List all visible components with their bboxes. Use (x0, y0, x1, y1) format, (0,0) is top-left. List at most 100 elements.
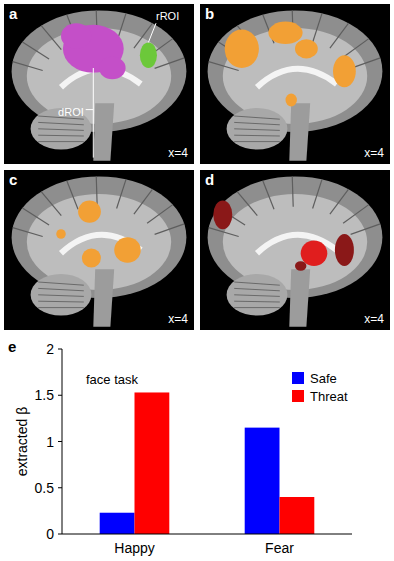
activation (56, 229, 66, 239)
panel-background (200, 170, 390, 330)
y-tick (58, 487, 62, 488)
folia (38, 288, 84, 290)
bar (245, 428, 280, 534)
sulcus (41, 192, 61, 216)
brainstem (93, 269, 114, 327)
roi-label: dROI (58, 106, 84, 118)
cerebellum (31, 274, 92, 316)
slice-label: x=4 (364, 146, 384, 160)
activation (301, 240, 328, 266)
sulcus (263, 181, 274, 210)
slice-label: x=4 (168, 146, 188, 160)
brainstem (93, 103, 114, 161)
folia (234, 135, 280, 137)
activation (225, 30, 259, 68)
activation (295, 261, 306, 271)
legend-label: Threat (310, 389, 348, 404)
sulcus (330, 23, 349, 48)
corpus-callosum (257, 69, 337, 87)
activation (99, 57, 126, 79)
y-tick-label: 1 (46, 434, 54, 450)
folia (38, 129, 84, 131)
sulcus (67, 181, 78, 210)
sulcus (22, 208, 49, 225)
sulcus (313, 13, 322, 42)
panel-label: c (9, 171, 17, 188)
panel-label: a (9, 5, 18, 22)
folia (38, 122, 84, 124)
bars (100, 392, 315, 534)
figure: a x=4 rROI dROI bx=4 c x=4 d x=4 e 0 0.5 1 1.5 2 Happy F… (0, 0, 394, 561)
sulcus (292, 176, 294, 206)
slice-label: x=4 (168, 312, 188, 326)
activation (61, 23, 91, 49)
y-tick (58, 534, 62, 535)
sulcus (313, 179, 322, 208)
sulcus (96, 176, 98, 206)
folia (234, 301, 280, 303)
brainstem (289, 103, 310, 161)
legend-swatch (292, 372, 304, 384)
sulcus (237, 192, 257, 216)
slice-label: x=4 (364, 312, 384, 326)
activation (333, 55, 356, 87)
sulcus (41, 26, 61, 50)
folia (234, 288, 280, 290)
activation (268, 22, 302, 44)
y-tick-label: 1.5 (35, 387, 55, 403)
folia (38, 282, 84, 285)
bar (135, 392, 170, 534)
x-axis (62, 534, 352, 535)
sulcus (147, 205, 173, 224)
activation (82, 248, 101, 267)
sulcus (13, 62, 43, 71)
roi-label: rROI (156, 10, 179, 22)
legend-label: Safe (310, 371, 337, 386)
panel-background (4, 4, 194, 164)
folia (38, 295, 84, 297)
panel-label: e (8, 338, 16, 355)
cerebellum (227, 274, 288, 316)
y-tick-label: 0 (46, 526, 54, 542)
y-tick (58, 349, 62, 350)
brain-panel: c x=4 (4, 170, 194, 330)
legend-swatch (292, 390, 304, 402)
pointer (93, 68, 94, 158)
cerebellum (227, 108, 288, 150)
sulcus (134, 189, 153, 214)
activation (335, 234, 354, 266)
y-axis-label: extracted β (14, 407, 30, 477)
activation (114, 237, 141, 263)
sulcus (13, 228, 43, 237)
sulcus (155, 58, 185, 68)
folia (38, 141, 84, 142)
brain-panel: a x=4 rROI dROI (4, 4, 194, 164)
legend: Safe Threat (292, 371, 348, 404)
folia (38, 307, 84, 308)
folia (234, 282, 280, 285)
y-tick (58, 441, 62, 442)
brain-panel: bx=4 (200, 4, 390, 164)
sulcus (343, 205, 369, 224)
x-tick-label: Fear (265, 540, 294, 556)
sulcus (351, 224, 381, 234)
sulcus (330, 189, 349, 214)
sulcus (155, 224, 185, 234)
folia (234, 129, 280, 131)
sulcus (117, 179, 126, 208)
bar (100, 513, 135, 534)
x-tick-label: Happy (114, 540, 154, 556)
y-tick-label: 2 (46, 341, 54, 357)
bar (280, 497, 315, 534)
y-tick (58, 395, 62, 396)
brainstem (289, 269, 310, 327)
folia (234, 141, 280, 142)
folia (234, 116, 280, 119)
y-tick-label: 0.5 (35, 480, 55, 496)
folia (38, 135, 84, 137)
activation (78, 200, 101, 222)
sulcus (343, 39, 369, 58)
panel-label: d (205, 171, 214, 188)
folia (234, 307, 280, 308)
activation (295, 39, 318, 58)
